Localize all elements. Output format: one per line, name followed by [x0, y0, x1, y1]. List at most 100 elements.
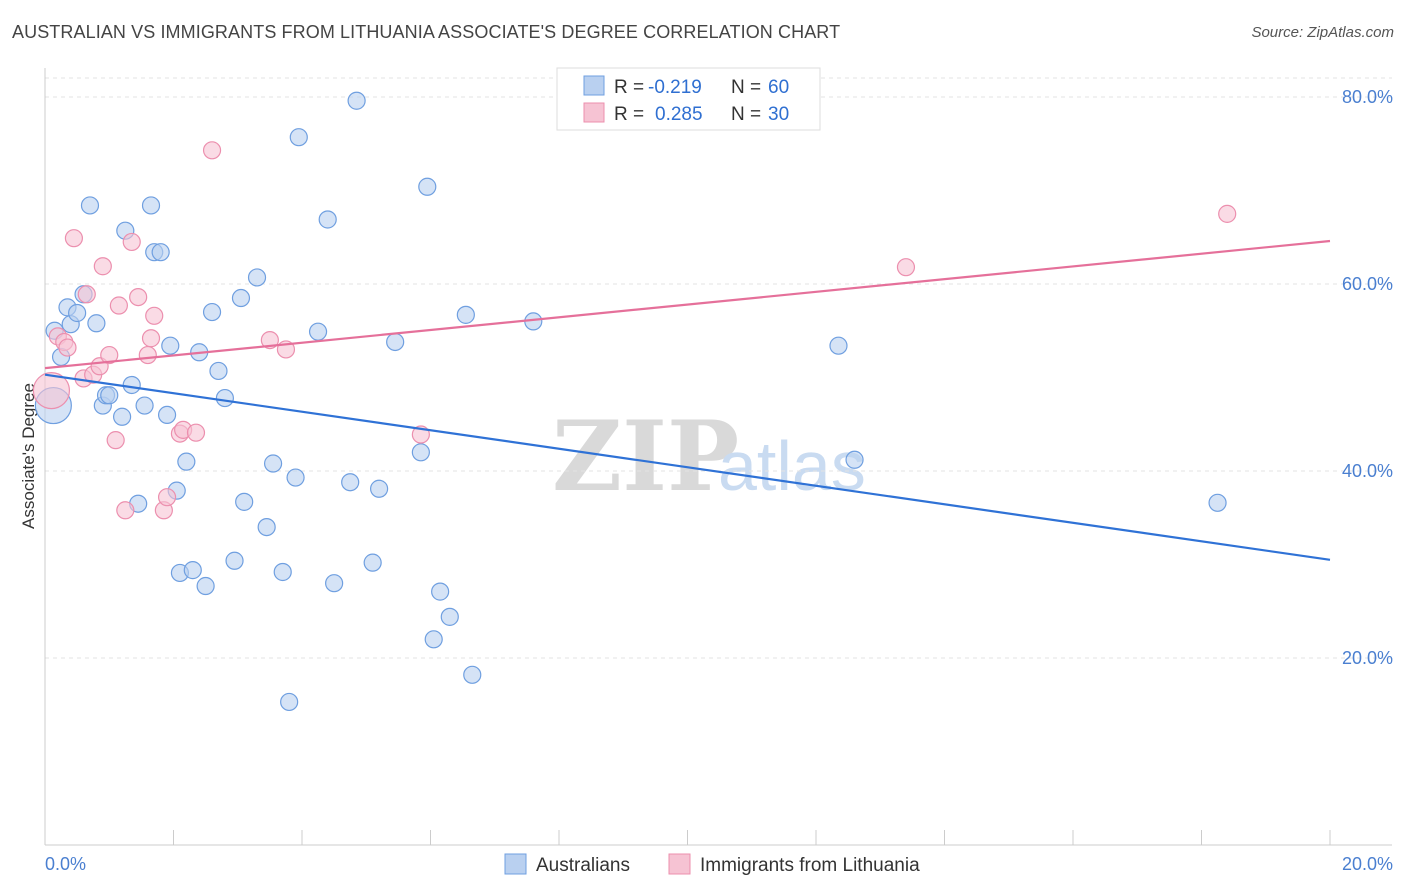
series-label-lithuania: Immigrants from Lithuania: [700, 855, 920, 876]
y-tick-labels: 20.0% 40.0% 60.0% 80.0%: [1342, 87, 1393, 668]
legend-r-label: R =: [614, 77, 644, 98]
x-tick-label: 0.0%: [45, 854, 86, 874]
lithuania-point: [32, 371, 71, 410]
lithuania-point: [138, 345, 157, 365]
australians-point: [209, 361, 228, 381]
lithuania-point: [100, 345, 119, 365]
australians-trend-line: [44, 373, 1331, 561]
legend-swatch-australians: [583, 75, 605, 96]
legend-n-value: 60: [768, 77, 789, 98]
australians-point: [431, 582, 450, 601]
australians-point: [247, 268, 267, 287]
australians-point: [456, 305, 475, 324]
australians-point: [183, 561, 202, 580]
lithuania-point: [129, 287, 148, 307]
lithuania-point: [109, 296, 128, 315]
watermark-atlas: atlas: [718, 427, 866, 505]
australians-point: [424, 630, 443, 649]
y-tick-label: 80.0%: [1342, 87, 1393, 107]
australians-point: [202, 302, 222, 322]
australians-point: [845, 450, 864, 469]
lithuania-point: [896, 258, 916, 277]
australians-point: [386, 332, 405, 352]
australians-point: [100, 386, 119, 405]
x-tick-labels: 0.0% 20.0%: [45, 854, 1393, 874]
australians-point: [347, 91, 366, 110]
lithuania-point: [1218, 204, 1237, 223]
series-label-australians: Australians: [536, 855, 630, 876]
australians-point: [257, 517, 276, 537]
australians-point: [440, 607, 459, 626]
gridlines: [45, 77, 1392, 659]
lithuania-point: [202, 141, 222, 160]
lithuania-point: [106, 431, 125, 450]
y-axis-label: Associate's Degree: [19, 383, 38, 529]
australians-point: [286, 468, 305, 487]
trend-lines: [44, 239, 1331, 561]
legend-swatch-lithuania: [583, 102, 605, 123]
axes: [44, 68, 1392, 846]
lithuania-trend-line: [44, 239, 1331, 370]
lithuania-point: [141, 329, 161, 348]
australians-point: [157, 405, 177, 424]
x-tick-label: 20.0%: [1342, 854, 1393, 874]
australians-point: [289, 128, 308, 147]
lithuania-point: [77, 285, 96, 304]
australians-point: [87, 314, 106, 333]
australians-point: [263, 454, 283, 473]
australians-point: [341, 473, 360, 492]
lithuania-point: [145, 306, 164, 325]
australians-point: [418, 177, 437, 196]
watermark-zip: ZIP: [552, 400, 739, 513]
australians-point: [68, 303, 87, 323]
chart-title: AUSTRALIAN VS IMMIGRANTS FROM LITHUANIA …: [12, 22, 841, 42]
lithuania-point: [122, 232, 141, 252]
lithuania-point: [58, 338, 77, 357]
australians-point: [122, 375, 141, 395]
series-swatch-australians: [504, 853, 527, 875]
australians-point: [318, 210, 337, 229]
australians-point: [112, 407, 132, 426]
correlation-legend: R = -0.219 N = 60 R = 0.285 N = 30: [556, 67, 821, 131]
y-tick-label: 60.0%: [1342, 274, 1393, 294]
australians-point: [463, 665, 482, 684]
australians-point: [215, 388, 234, 408]
legend-n-label: N =: [731, 77, 761, 98]
lithuania-point: [186, 423, 206, 442]
data-points: [32, 91, 1237, 712]
australians-point: [273, 562, 292, 582]
australians-point: [135, 396, 154, 415]
legend-n-value: 30: [768, 104, 789, 125]
legend-n-label: N =: [731, 104, 761, 125]
lithuania-point: [157, 488, 177, 507]
lithuania-point: [64, 229, 84, 248]
source-label: Source: ZipAtlas.com: [1251, 24, 1394, 41]
australians-point: [151, 243, 170, 262]
australians-point: [829, 336, 848, 355]
australians-point: [177, 452, 196, 471]
australians-point: [325, 574, 344, 593]
australians-point: [80, 196, 100, 215]
legend-r-value: 0.285: [655, 104, 703, 125]
australians-point: [141, 196, 161, 215]
y-tick-label: 40.0%: [1342, 461, 1393, 481]
australians-point: [363, 553, 382, 572]
australians-point: [161, 336, 180, 355]
legend-r-label: R =: [614, 104, 644, 125]
australians-point: [225, 551, 244, 570]
lithuania-point: [260, 331, 279, 350]
series-legend: Australians Immigrants from Lithuania: [504, 853, 920, 876]
australians-point: [231, 288, 251, 308]
australians-point: [196, 576, 215, 596]
australians-point: [1208, 493, 1227, 512]
legend-r-value: -0.219: [648, 77, 702, 98]
australians-point: [235, 492, 254, 511]
australians-point: [411, 443, 430, 462]
australians-point: [370, 479, 389, 498]
australians-point: [280, 692, 299, 712]
lithuania-point: [93, 257, 112, 276]
y-tick-label: 20.0%: [1342, 648, 1393, 668]
australians-point: [308, 322, 328, 341]
series-swatch-lithuania: [668, 853, 691, 875]
